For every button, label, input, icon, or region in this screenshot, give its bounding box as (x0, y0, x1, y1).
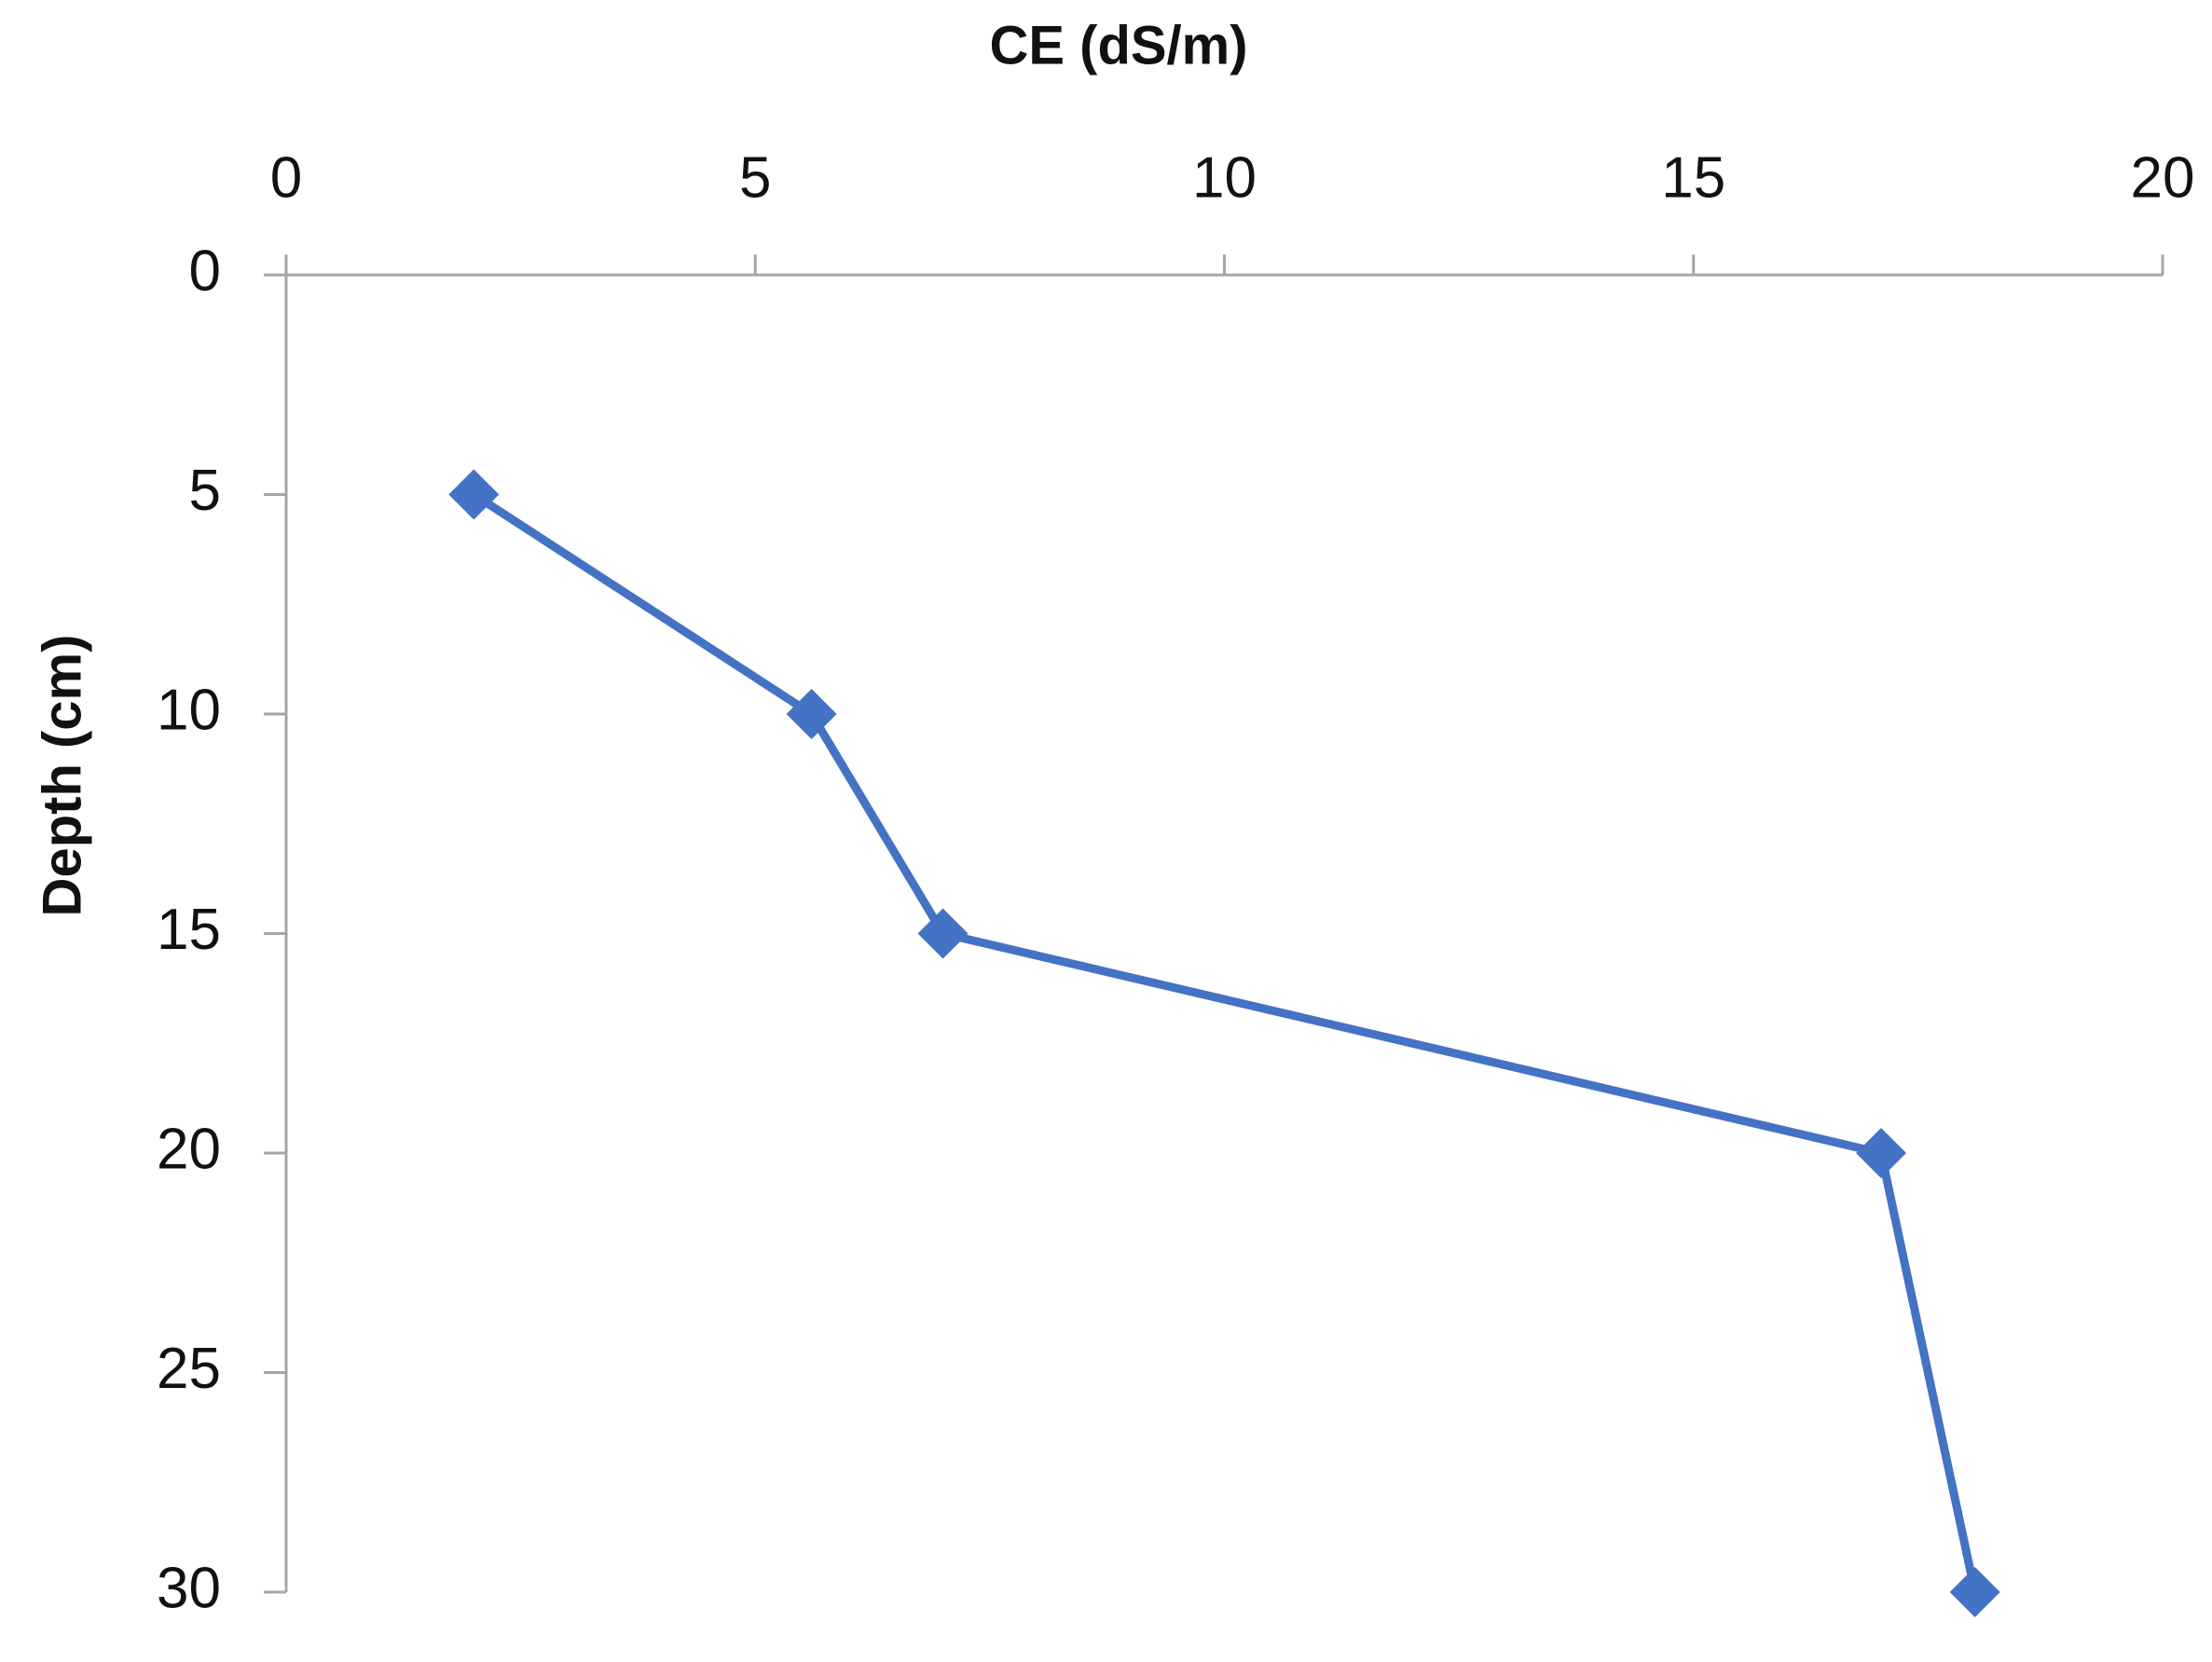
x-tick-label: 15 (1661, 145, 1725, 210)
data-marker (1949, 1567, 2000, 1617)
y-axis-title: Depth (cm) (32, 635, 92, 917)
y-tick-label: 5 (189, 459, 221, 523)
x-axis-title: CE (dS/m) (989, 15, 1247, 76)
x-tick-label: 0 (270, 145, 302, 210)
data-marker (786, 689, 837, 739)
data-marker (448, 469, 500, 520)
x-tick-label: 10 (1192, 145, 1257, 210)
y-tick-label: 20 (157, 1117, 221, 1181)
data-marker (1856, 1128, 1907, 1178)
x-tick-label: 5 (739, 145, 771, 210)
y-tick-label: 0 (189, 239, 221, 303)
y-tick-label: 10 (157, 678, 221, 742)
y-tick-label: 25 (157, 1337, 221, 1401)
y-tick-label: 15 (157, 898, 221, 962)
data-marker (917, 908, 969, 959)
x-tick-label: 20 (2131, 145, 2195, 210)
y-tick-label: 30 (157, 1556, 221, 1620)
